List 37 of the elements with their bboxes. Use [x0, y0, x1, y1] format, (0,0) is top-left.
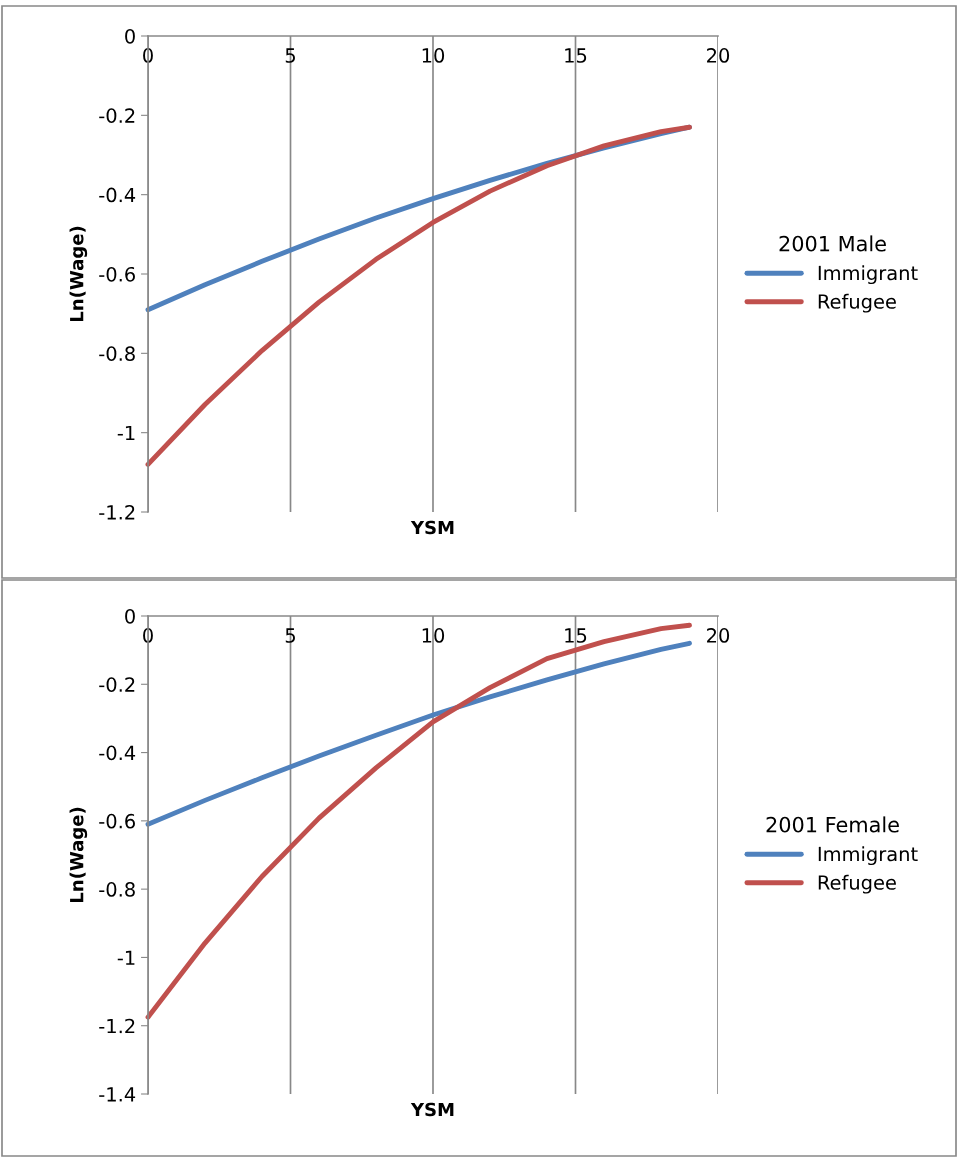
x-tick-label: 5 — [285, 628, 295, 643]
legend-label: Refugee — [818, 874, 896, 894]
x-tick-label: 15 — [565, 628, 587, 643]
legend-label: Immigrant — [818, 265, 918, 285]
x-tick-label: 20 — [707, 628, 730, 643]
y-tick-label: 0 — [125, 28, 135, 44]
x-axis-title: YSM — [410, 1102, 454, 1117]
x-axis-title: YSM — [410, 520, 454, 535]
y-tick-label: -0.4 — [99, 187, 136, 203]
x-tick-label: 10 — [422, 48, 445, 63]
x-tick-label: 20 — [707, 48, 730, 63]
legend-label: Immigrant — [818, 846, 918, 866]
x-tick-label: 0 — [143, 48, 153, 63]
y-tick-label: -0.2 — [99, 677, 135, 692]
y-tick-label: -0.6 — [99, 813, 135, 829]
y-tick-label: 0 — [125, 608, 135, 624]
line-series — [145, 622, 692, 1020]
y-tick-label: -1 — [117, 425, 135, 441]
line-series — [145, 124, 692, 467]
legend-label: Refugee — [818, 293, 896, 313]
x-tick-label: 10 — [422, 628, 445, 643]
x-tick-label: 15 — [565, 48, 587, 63]
y-tick-label: -0.2 — [99, 108, 135, 123]
y-tick-label: -1 — [117, 950, 135, 965]
y-tick-label: -0.8 — [99, 882, 135, 897]
y-tick-label: -0.4 — [99, 745, 136, 761]
y-axis-title: Ln(Wage) — [69, 226, 88, 322]
y-tick-label: -1.4 — [99, 1087, 136, 1102]
y-tick-label: -1.2 — [99, 1018, 135, 1034]
x-tick-label: 5 — [285, 48, 295, 63]
y-axis-title: Ln(Wage) — [69, 807, 88, 903]
legend-title: 2001 Female — [766, 816, 899, 833]
y-tick-label: -0.8 — [99, 346, 135, 361]
y-tick-label: -0.6 — [99, 266, 135, 282]
x-tick-label: 0 — [143, 628, 153, 643]
legend-title: 2001 Male — [779, 235, 886, 252]
y-tick-label: -1.2 — [99, 504, 135, 520]
